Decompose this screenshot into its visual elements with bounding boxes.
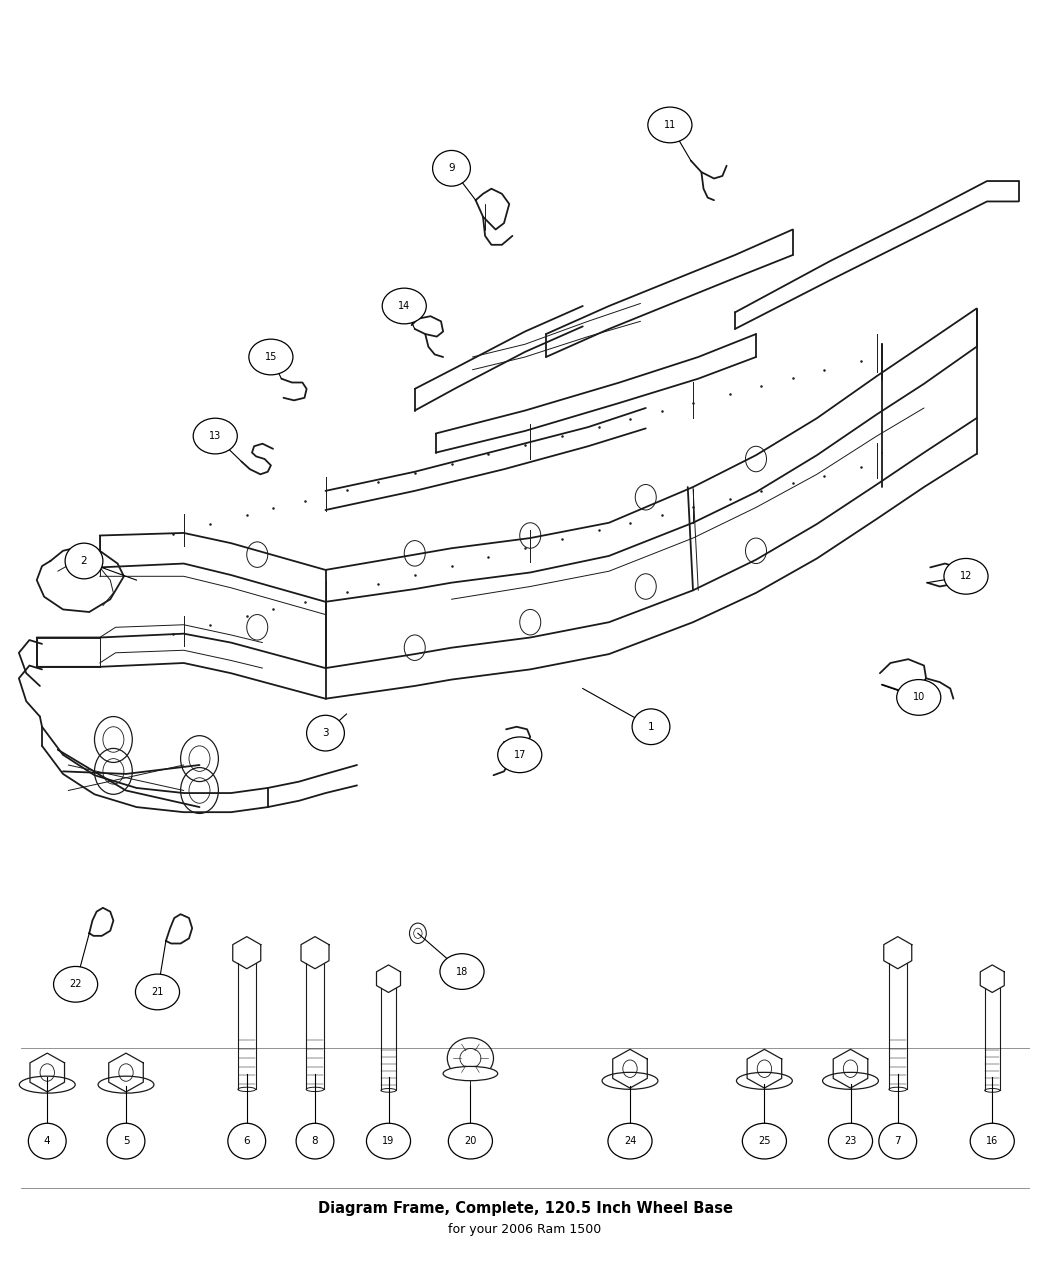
Text: 10: 10	[912, 692, 925, 703]
Ellipse shape	[366, 1123, 411, 1159]
Ellipse shape	[228, 1123, 266, 1159]
Text: 6: 6	[244, 1136, 250, 1146]
Text: 7: 7	[895, 1136, 901, 1146]
Ellipse shape	[460, 1048, 481, 1068]
Ellipse shape	[448, 1123, 492, 1159]
Ellipse shape	[828, 1123, 873, 1159]
Ellipse shape	[498, 737, 542, 773]
Ellipse shape	[897, 680, 941, 715]
Ellipse shape	[107, 1123, 145, 1159]
Ellipse shape	[307, 715, 344, 751]
Text: 18: 18	[456, 966, 468, 977]
Ellipse shape	[135, 974, 180, 1010]
Text: for your 2006 Ram 1500: for your 2006 Ram 1500	[448, 1223, 602, 1235]
Text: 19: 19	[382, 1136, 395, 1146]
Ellipse shape	[889, 1088, 906, 1091]
Ellipse shape	[985, 1089, 1000, 1093]
Text: 25: 25	[758, 1136, 771, 1146]
Ellipse shape	[19, 1076, 76, 1093]
Ellipse shape	[879, 1123, 917, 1159]
Ellipse shape	[970, 1123, 1014, 1159]
Text: 20: 20	[464, 1136, 477, 1146]
Text: 1: 1	[648, 722, 654, 732]
Ellipse shape	[249, 339, 293, 375]
Ellipse shape	[736, 1072, 793, 1089]
Text: Diagram Frame, Complete, 120.5 Inch Wheel Base: Diagram Frame, Complete, 120.5 Inch Whee…	[317, 1201, 733, 1216]
Ellipse shape	[193, 418, 237, 454]
Ellipse shape	[944, 558, 988, 594]
Text: 9: 9	[448, 163, 455, 173]
Ellipse shape	[381, 1089, 396, 1093]
Ellipse shape	[443, 1066, 498, 1081]
Text: 16: 16	[986, 1136, 999, 1146]
Ellipse shape	[28, 1123, 66, 1159]
Ellipse shape	[54, 966, 98, 1002]
Text: 14: 14	[398, 301, 411, 311]
Text: 13: 13	[209, 431, 222, 441]
Text: 2: 2	[81, 556, 87, 566]
Text: 3: 3	[322, 728, 329, 738]
Text: 21: 21	[151, 987, 164, 997]
Ellipse shape	[65, 543, 103, 579]
Text: 11: 11	[664, 120, 676, 130]
Text: 4: 4	[44, 1136, 50, 1146]
Ellipse shape	[742, 1123, 786, 1159]
Ellipse shape	[447, 1038, 494, 1079]
Text: 23: 23	[844, 1136, 857, 1146]
Ellipse shape	[608, 1123, 652, 1159]
Ellipse shape	[632, 709, 670, 745]
Ellipse shape	[382, 288, 426, 324]
Ellipse shape	[822, 1072, 879, 1089]
Text: 12: 12	[960, 571, 972, 581]
Ellipse shape	[433, 150, 470, 186]
Ellipse shape	[440, 954, 484, 989]
Text: 8: 8	[312, 1136, 318, 1146]
Ellipse shape	[98, 1076, 154, 1093]
Text: 15: 15	[265, 352, 277, 362]
Text: 5: 5	[123, 1136, 129, 1146]
Text: 24: 24	[624, 1136, 636, 1146]
Text: 22: 22	[69, 979, 82, 989]
Text: 17: 17	[513, 750, 526, 760]
Ellipse shape	[296, 1123, 334, 1159]
Ellipse shape	[602, 1072, 658, 1089]
Ellipse shape	[648, 107, 692, 143]
Ellipse shape	[307, 1088, 323, 1091]
Ellipse shape	[238, 1088, 255, 1091]
